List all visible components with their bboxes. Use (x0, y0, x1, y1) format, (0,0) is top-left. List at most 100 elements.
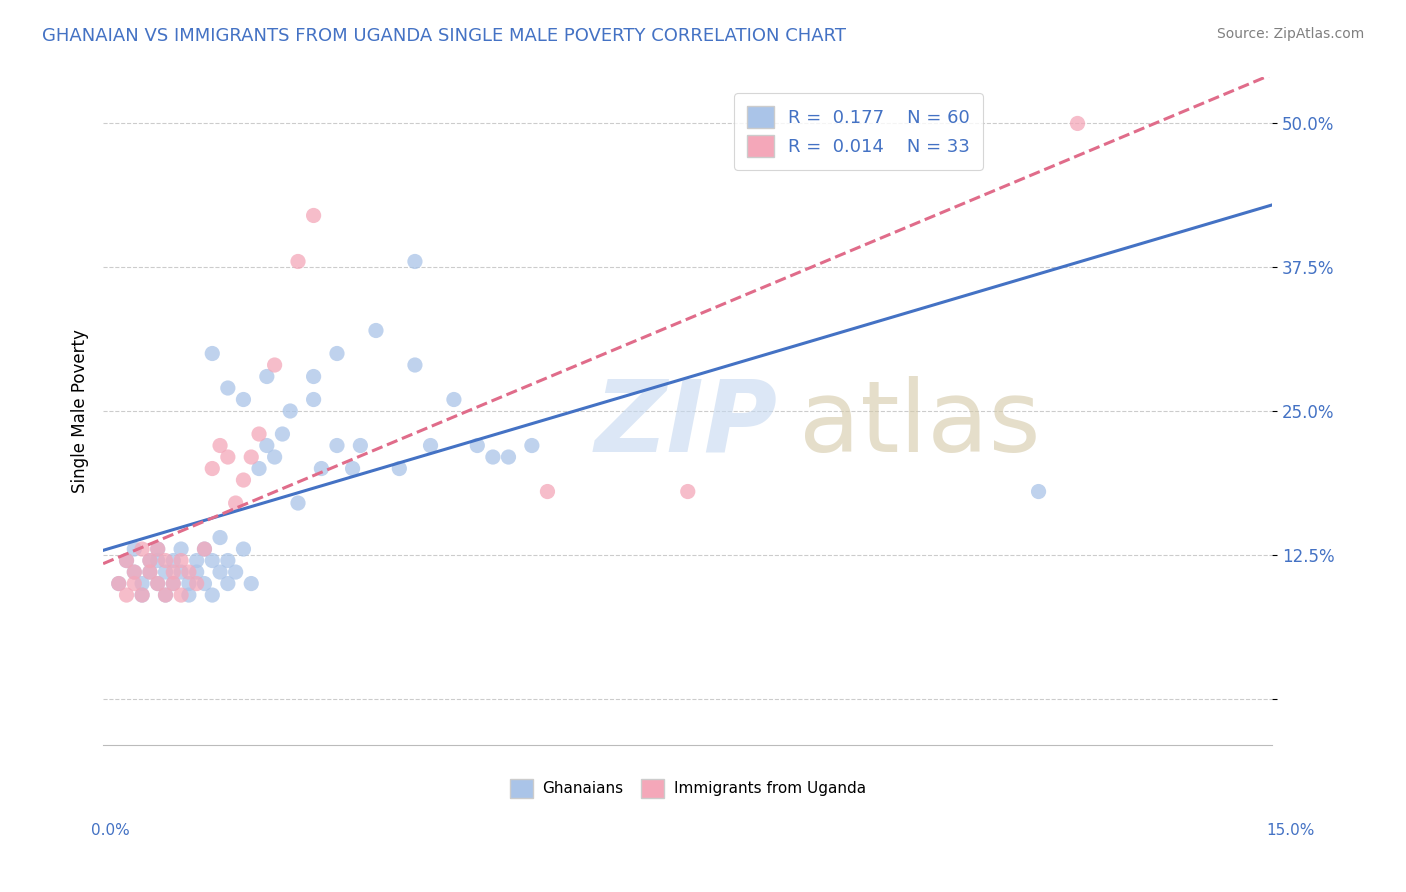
Point (193, 542, 215, 557)
Point (209, 438, 232, 452)
Point (302, 392, 325, 407)
Point (115, 553, 138, 567)
Point (1066, 116, 1088, 130)
Point (162, 553, 184, 567)
Point (225, 496, 247, 510)
Text: atlas: atlas (799, 376, 1040, 473)
Text: 0.0%: 0.0% (91, 823, 131, 838)
Point (287, 496, 309, 510)
Point (155, 553, 177, 567)
Point (170, 588, 193, 602)
Point (170, 542, 193, 557)
Point (247, 461, 270, 475)
Point (209, 531, 232, 545)
Point (302, 209, 325, 223)
Text: 15.0%: 15.0% (1267, 823, 1315, 838)
Point (186, 565, 208, 579)
Point (177, 588, 200, 602)
Point (146, 553, 169, 567)
Point (388, 461, 411, 475)
Point (186, 553, 208, 567)
Point (225, 565, 247, 579)
Point (124, 542, 146, 557)
Point (155, 588, 177, 602)
Point (217, 381, 239, 395)
Point (217, 450, 239, 464)
Point (326, 438, 349, 452)
Point (107, 576, 129, 591)
Point (162, 576, 184, 591)
Point (155, 588, 177, 602)
Point (419, 438, 441, 452)
Point (520, 438, 543, 452)
Point (146, 576, 169, 591)
Point (146, 542, 169, 557)
Point (131, 588, 153, 602)
Point (217, 553, 239, 567)
Point (311, 461, 333, 475)
Point (232, 473, 254, 487)
Point (201, 553, 224, 567)
Point (209, 565, 232, 579)
Point (115, 588, 138, 602)
Point (201, 461, 224, 475)
Point (326, 346, 349, 360)
Point (263, 450, 285, 464)
Point (139, 553, 162, 567)
Point (364, 324, 387, 338)
Point (139, 565, 162, 579)
Point (193, 542, 215, 557)
Text: GHANAIAN VS IMMIGRANTS FROM UGANDA SINGLE MALE POVERTY CORRELATION CHART: GHANAIAN VS IMMIGRANTS FROM UGANDA SINGL… (42, 27, 846, 45)
Point (271, 427, 294, 442)
Point (278, 404, 301, 418)
Point (217, 576, 239, 591)
Point (404, 358, 426, 372)
Point (177, 576, 200, 591)
Point (1028, 484, 1050, 499)
Point (263, 358, 285, 372)
Point (240, 450, 263, 464)
Point (131, 576, 153, 591)
Point (177, 565, 200, 579)
Point (170, 553, 193, 567)
Point (131, 542, 153, 557)
Point (232, 392, 254, 407)
Point (349, 438, 371, 452)
Point (287, 254, 309, 268)
Point (124, 565, 146, 579)
Point (201, 588, 224, 602)
Point (170, 565, 193, 579)
Point (131, 588, 153, 602)
Point (107, 576, 129, 591)
Point (162, 565, 184, 579)
Point (302, 369, 325, 384)
Point (139, 565, 162, 579)
Point (146, 576, 169, 591)
Point (482, 450, 505, 464)
Point (115, 553, 138, 567)
Point (465, 438, 488, 452)
Legend: Ghanaians, Immigrants from Uganda: Ghanaians, Immigrants from Uganda (503, 772, 872, 804)
Point (232, 542, 254, 557)
Point (139, 553, 162, 567)
Point (124, 565, 146, 579)
Point (146, 542, 169, 557)
Point (536, 484, 558, 499)
Point (247, 427, 270, 442)
Text: Source: ZipAtlas.com: Source: ZipAtlas.com (1216, 27, 1364, 41)
Point (443, 392, 465, 407)
Point (155, 565, 177, 579)
Point (186, 576, 208, 591)
Point (256, 438, 278, 452)
Point (162, 576, 184, 591)
Point (124, 576, 146, 591)
Point (498, 450, 520, 464)
Point (201, 346, 224, 360)
Point (342, 461, 364, 475)
Point (256, 369, 278, 384)
Point (676, 484, 699, 499)
Y-axis label: Single Male Poverty: Single Male Poverty (72, 329, 89, 493)
Point (193, 576, 215, 591)
Text: ZIP: ZIP (595, 376, 778, 473)
Point (240, 576, 263, 591)
